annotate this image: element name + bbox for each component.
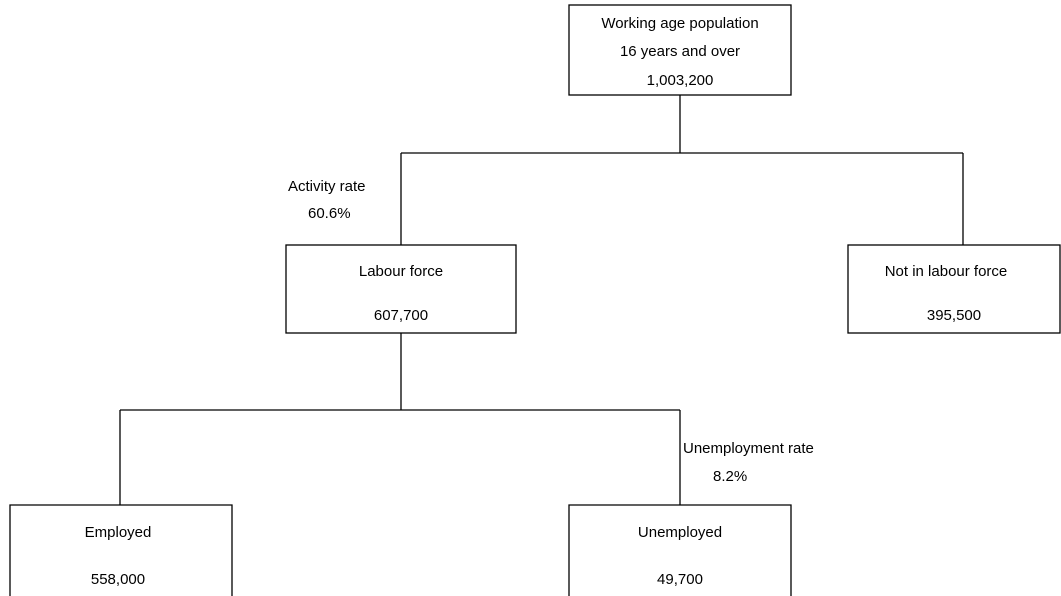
node-value: 49,700 — [657, 571, 703, 588]
node-label: 16 years and over — [620, 43, 740, 60]
rate-value: 60.6% — [308, 205, 351, 222]
node-label: Unemployed — [638, 524, 722, 541]
connector — [119, 333, 681, 505]
node-label: Labour force — [359, 263, 443, 280]
rate-value: 8.2% — [713, 468, 747, 485]
node-label: Employed — [85, 524, 152, 541]
node-box — [847, 244, 1061, 334]
node-box — [285, 244, 517, 334]
rate-label: Activity rate — [288, 178, 366, 195]
node-box — [568, 504, 792, 596]
rate-label: Unemployment rate — [683, 440, 814, 457]
node-label: Working age population — [601, 15, 758, 32]
node-label: Not in labour force — [885, 263, 1008, 280]
node-box — [568, 4, 792, 96]
node-box — [9, 504, 233, 596]
node-value: 1,003,200 — [647, 72, 714, 89]
node-value: 395,500 — [927, 307, 981, 324]
connector — [400, 95, 964, 245]
node-value: 607,700 — [374, 307, 428, 324]
node-value: 558,000 — [91, 571, 145, 588]
